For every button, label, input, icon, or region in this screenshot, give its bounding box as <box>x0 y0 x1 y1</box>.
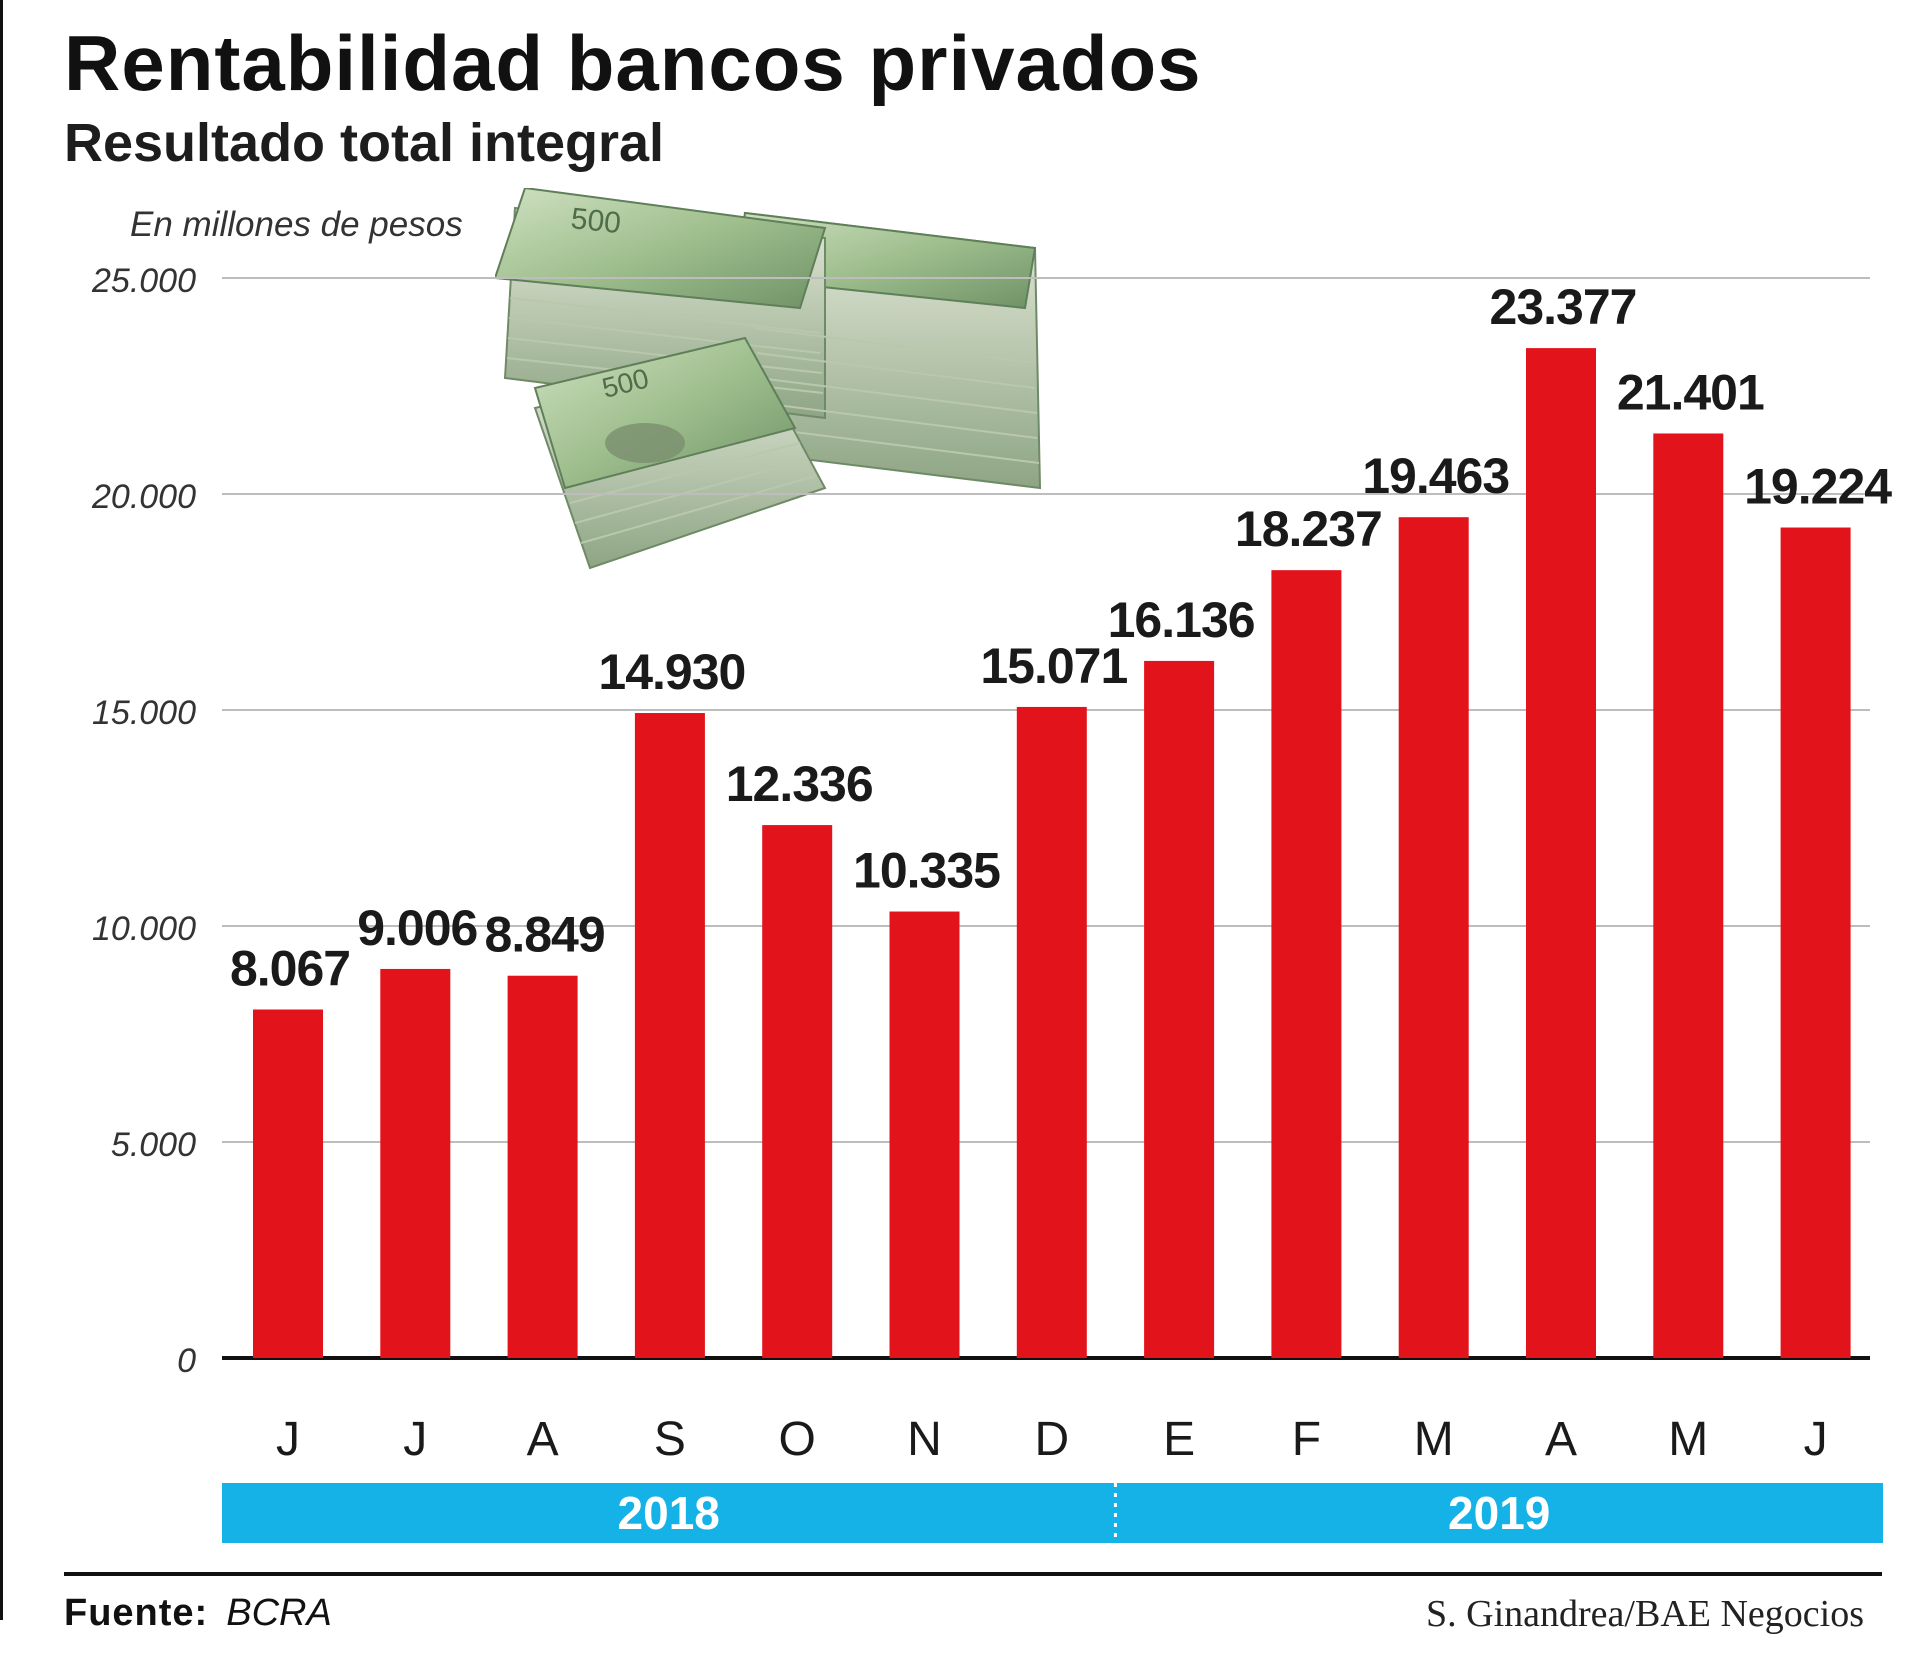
x-tick-label: J <box>403 1413 427 1466</box>
bar <box>1144 660 1215 1358</box>
bar-value-label: 8.067 <box>230 941 350 997</box>
x-tick-label: M <box>1414 1413 1454 1466</box>
x-tick-label: J <box>1804 1413 1828 1466</box>
bar-value-label: 15.071 <box>980 638 1127 694</box>
bar <box>1398 517 1469 1358</box>
source-label: Fuente: <box>64 1592 209 1634</box>
footer-divider <box>64 1572 1882 1576</box>
unit-note: En millones de pesos <box>130 205 463 244</box>
x-tick-label: J <box>276 1413 300 1466</box>
chart-subtitle: Resultado total integral <box>64 113 665 173</box>
y-tick-label: 25.000 <box>91 262 196 300</box>
bar <box>762 825 833 1358</box>
x-tick-label: E <box>1163 1413 1195 1466</box>
x-tick-label: S <box>654 1413 686 1466</box>
y-tick-label: 0 <box>177 1342 196 1380</box>
x-tick-label: F <box>1292 1413 1321 1466</box>
year-band-bar <box>222 1483 1883 1543</box>
bar <box>1016 706 1087 1358</box>
chart-title: Rentabilidad bancos privados <box>64 19 1202 107</box>
year-band: 2018 2019 <box>222 1473 1883 1553</box>
bar <box>253 1009 323 1358</box>
bar <box>1780 527 1851 1358</box>
bar-value-label: 12.336 <box>726 756 873 812</box>
bar-value-label: 9.006 <box>357 900 477 956</box>
x-tick-label: O <box>779 1413 816 1466</box>
y-tick-label: 15.000 <box>92 694 196 732</box>
x-tick-label: M <box>1668 1413 1708 1466</box>
year-label: 2019 <box>1448 1487 1550 1539</box>
bar-value-label: 16.136 <box>1108 592 1255 648</box>
x-tick-label: D <box>1034 1413 1069 1466</box>
banknote-stack-icon: 500 500 <box>495 188 1042 570</box>
bar <box>507 975 578 1358</box>
svg-text:500: 500 <box>569 202 622 240</box>
source-line: Fuente: BCRA <box>64 1592 332 1635</box>
source-value: BCRA <box>226 1592 332 1634</box>
year-label: 2018 <box>618 1487 720 1539</box>
bar-chart: 0 5.000 10.000 15.000 20.000 25.000 8.0679.00… <box>91 262 1894 1553</box>
bar <box>1526 348 1596 1358</box>
x-tick-label: A <box>1545 1413 1577 1466</box>
bars <box>253 348 1851 1358</box>
bar <box>380 968 451 1358</box>
credit-line: S. Ginandrea/BAE Negocios <box>1426 1593 1864 1635</box>
bar-value-label: 19.463 <box>1362 448 1509 504</box>
x-tick-label: N <box>907 1413 942 1466</box>
bar <box>889 911 960 1358</box>
y-tick-label: 5.000 <box>111 1126 196 1164</box>
y-tick-label: 20.000 <box>91 478 196 516</box>
y-axis-ticks: 0 5.000 10.000 15.000 20.000 25.000 <box>91 262 196 1380</box>
bar-value-label: 14.930 <box>598 644 745 700</box>
bar-value-label: 21.401 <box>1617 364 1764 420</box>
bar-value-label: 8.849 <box>485 907 605 963</box>
bar-value-label: 23.377 <box>1490 279 1637 335</box>
bar-value-label: 10.335 <box>853 843 1000 899</box>
bar <box>634 713 705 1358</box>
x-tick-label: A <box>527 1413 559 1466</box>
left-border-rule <box>0 0 3 1620</box>
bar-value-label: 18.237 <box>1235 501 1382 557</box>
y-tick-label: 10.000 <box>92 910 196 948</box>
bar <box>1271 570 1342 1358</box>
bar-value-label: 19.224 <box>1744 459 1892 515</box>
bar <box>1653 433 1724 1358</box>
